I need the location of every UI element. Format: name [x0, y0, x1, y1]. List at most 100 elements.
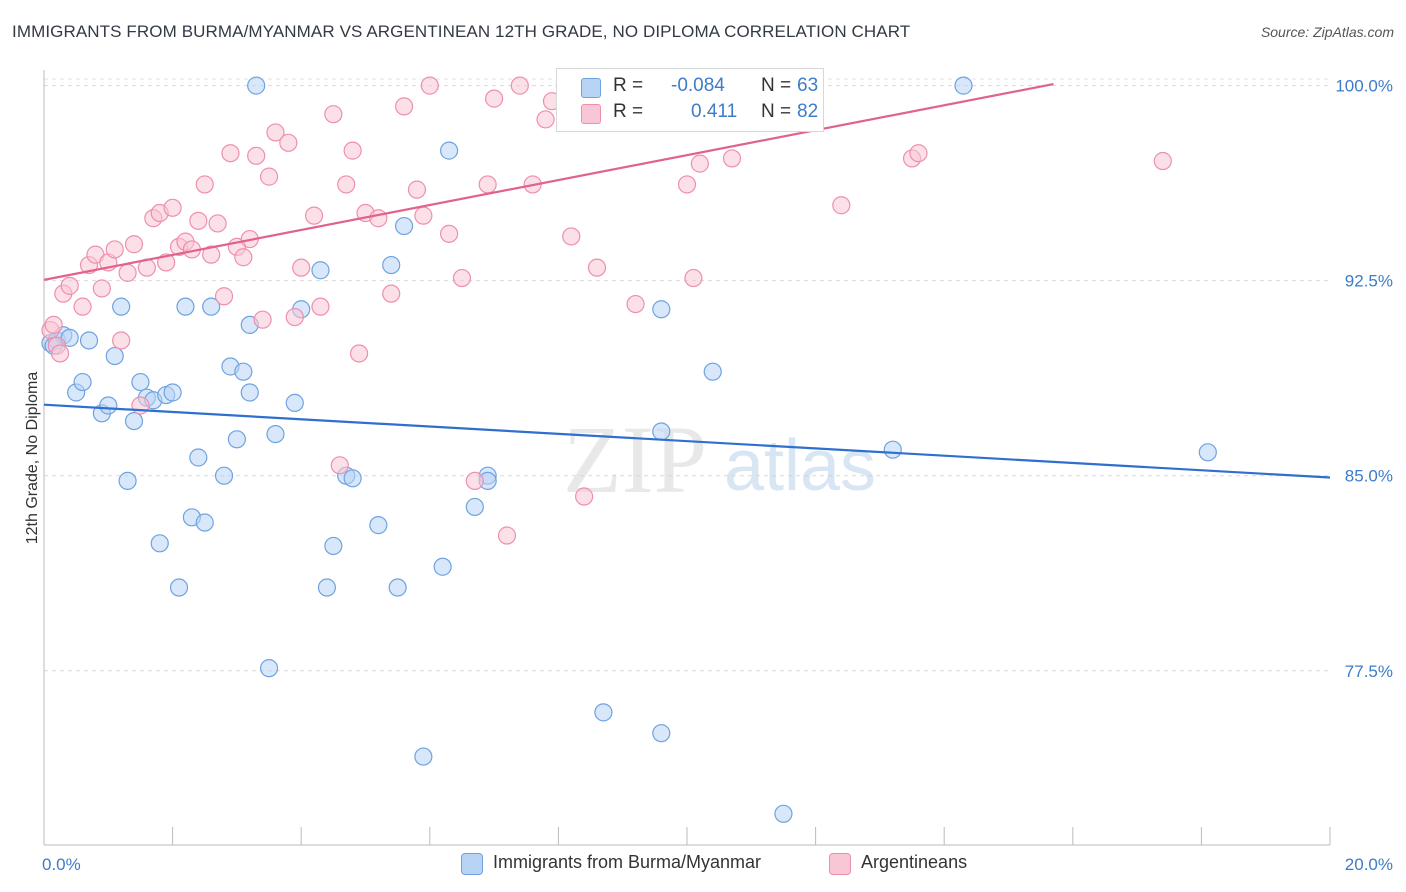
point-series1-80 [684, 268, 703, 288]
point-series1-34 [253, 310, 272, 329]
legend-n-value-argentineans: 82 [797, 101, 819, 122]
point-series1-56 [478, 175, 497, 194]
point-series1-52 [420, 76, 439, 95]
y-tick-label-1: 92.5% [1345, 272, 1393, 291]
point-series1-36 [266, 123, 285, 142]
point-series0-6 [79, 331, 99, 350]
point-series0-60 [954, 76, 973, 95]
point-series0-10 [112, 297, 131, 316]
point-series1-11 [105, 240, 124, 259]
point-series0-25 [214, 466, 234, 485]
point-series1-81 [414, 206, 433, 225]
point-series1-42 [324, 105, 343, 124]
point-series0-32 [266, 424, 285, 444]
point-series0-51 [594, 703, 613, 722]
point-series0-30 [247, 76, 266, 95]
point-series1-75 [722, 149, 742, 168]
point-series0-5 [73, 372, 92, 392]
point-series1-54 [452, 268, 472, 288]
point-series1-14 [124, 235, 144, 254]
legend-n-value-burma: 63 [797, 75, 819, 96]
trendline-series1 [43, 82, 1054, 281]
point-series0-41 [369, 516, 388, 535]
point-series1-35 [259, 167, 279, 186]
point-series1-48 [369, 209, 388, 228]
point-series1-61 [536, 110, 555, 129]
point-series0-48 [465, 497, 484, 517]
chart-title: IMMIGRANTS FROM BURMA/MYANMAR VS ARGENTI… [12, 22, 911, 41]
legend-r-value-argentineans: 0.411 [691, 101, 738, 122]
point-series1-33 [247, 146, 266, 165]
point-series1-43 [330, 456, 349, 475]
point-series0-55 [703, 362, 722, 381]
point-series0-13 [131, 372, 150, 392]
point-series0-52 [652, 724, 671, 743]
point-series1-45 [343, 141, 362, 160]
bottom-legend-swatch-burma [461, 853, 483, 875]
point-series1-38 [285, 307, 304, 327]
point-series1-20 [163, 198, 182, 217]
point-series1-40 [304, 206, 324, 225]
point-series1-68 [626, 294, 645, 314]
y-tick-label-0: 100.0% [1335, 77, 1393, 96]
point-series1-50 [394, 97, 414, 116]
point-series1-57 [485, 89, 504, 108]
point-series0-34 [285, 393, 304, 412]
point-series1-6 [73, 297, 92, 316]
point-series1-41 [311, 297, 330, 316]
point-series1-78 [909, 144, 928, 163]
point-series1-5 [60, 276, 79, 295]
point-series1-39 [292, 258, 311, 277]
point-series0-53 [652, 300, 671, 319]
point-series1-79 [1153, 151, 1172, 171]
point-series1-55 [465, 471, 484, 491]
point-series1-72 [677, 175, 697, 194]
y-axis-label: 12th Grade, No Diploma [24, 372, 41, 545]
point-series0-11 [118, 471, 137, 491]
point-series0-28 [234, 362, 253, 381]
point-series0-23 [195, 513, 214, 532]
point-series1-3 [50, 344, 70, 363]
point-series0-61 [1198, 443, 1217, 462]
x-tick-label-1: 20.0% [1345, 855, 1393, 874]
bottom-legend-label-burma: Immigrants from Burma/Myanmar [493, 852, 762, 872]
point-series1-66 [587, 258, 607, 277]
legend-swatch-argentineans [581, 104, 601, 124]
point-series1-27 [208, 214, 227, 233]
point-series0-27 [227, 430, 246, 449]
point-series0-19 [169, 578, 189, 597]
point-series1-26 [202, 245, 221, 264]
point-series1-51 [407, 180, 427, 199]
legend-r-label: R = [613, 75, 644, 96]
point-series1-73 [690, 154, 709, 173]
point-series1-31 [234, 248, 253, 267]
point-series0-42 [382, 255, 401, 275]
point-series1-12 [112, 331, 131, 350]
point-series0-8 [99, 396, 118, 415]
bottom-legend-swatch-argentineans [829, 853, 851, 875]
point-series1-49 [382, 284, 401, 303]
point-series0-24 [202, 297, 221, 316]
point-series1-65 [575, 487, 594, 506]
legend-n-label: N = [761, 101, 792, 122]
point-series0-12 [124, 411, 144, 431]
point-series1-53 [439, 224, 459, 243]
point-series0-54 [652, 422, 671, 441]
point-series1-19 [157, 253, 176, 272]
correlation-legend: R = -0.084 N = 63 R = 0.411 N = 82 [556, 68, 824, 132]
x-tick-label-0: 0.0% [42, 855, 81, 874]
point-series0-47 [439, 141, 459, 160]
point-series1-28 [214, 287, 234, 306]
point-series0-29 [240, 383, 259, 402]
point-series1-29 [221, 144, 240, 163]
point-series0-38 [324, 536, 343, 556]
point-series0-40 [343, 469, 362, 488]
point-series0-9 [105, 346, 124, 366]
point-series0-46 [433, 557, 452, 576]
point-series1-37 [279, 133, 298, 152]
point-series0-45 [414, 747, 433, 766]
trendline-series0 [43, 403, 1331, 479]
point-series0-58 [774, 804, 793, 823]
legend-r-value-burma: -0.084 [671, 75, 725, 96]
